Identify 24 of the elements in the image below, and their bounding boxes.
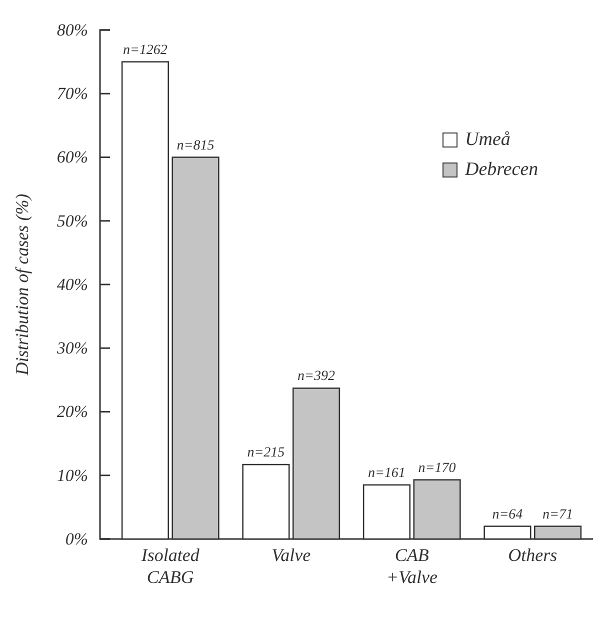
y-tick-label: 0%: [65, 529, 88, 548]
x-tick-label: Valve: [272, 545, 311, 565]
legend-label: Debrecen: [464, 159, 538, 180]
y-tick-label: 80%: [56, 20, 88, 40]
annotation: n=170: [418, 460, 456, 476]
y-tick-label: 50%: [56, 211, 88, 230]
y-tick-label: 60%: [56, 148, 88, 167]
annotation: n=1262: [122, 42, 168, 58]
y-tick-label: 20%: [56, 402, 88, 422]
annotation: n=815: [176, 138, 214, 154]
legend-label: Umeå: [465, 129, 510, 150]
x-tick-label: Isolated CABG: [140, 545, 200, 587]
y-tick-label: 40%: [56, 274, 88, 294]
y-tick-label: 10%: [56, 466, 88, 485]
y-axis-title: Distribution of cases (%): [12, 194, 32, 376]
annotation: n=392: [298, 369, 336, 384]
annotation: n=64: [492, 507, 523, 522]
y-tick-label: 30%: [56, 338, 88, 358]
annotation: n=161: [368, 466, 406, 481]
x-tick-label: CAB +Valve: [386, 545, 438, 587]
y-tick-label: 70%: [56, 84, 88, 104]
annotation: n=215: [247, 446, 285, 461]
x-tick-label: Others: [508, 545, 558, 565]
annotation: n=71: [542, 507, 574, 522]
